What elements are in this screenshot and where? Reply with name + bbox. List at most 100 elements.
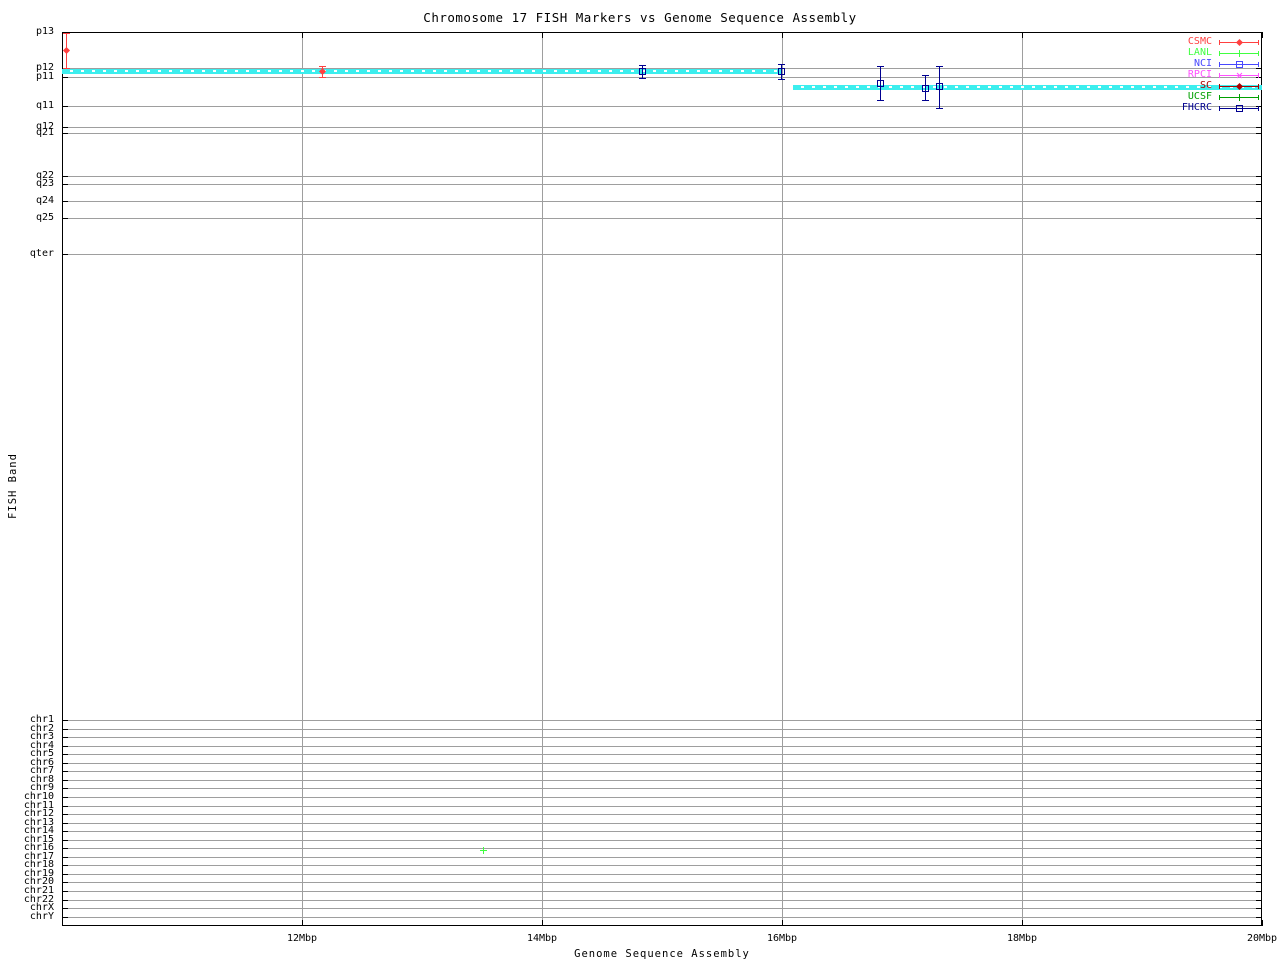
y-tick-left xyxy=(62,133,68,134)
diamond-marker xyxy=(1235,82,1244,91)
legend-sample-cap xyxy=(1258,95,1259,100)
fhcrc-error-cap xyxy=(922,75,929,76)
y-tick-right xyxy=(1256,780,1262,781)
assembly-band xyxy=(793,85,1262,90)
gridline-horizontal xyxy=(62,729,1262,730)
y-band-label: q25 xyxy=(35,212,54,223)
fhcrc-error-cap xyxy=(936,108,943,109)
y-tick-right xyxy=(1256,77,1262,78)
y-tick-right xyxy=(1256,176,1262,177)
y-band-label: p12 xyxy=(35,62,54,73)
gridline-horizontal xyxy=(62,788,1262,789)
gridline-horizontal xyxy=(62,106,1262,107)
x-tick-top xyxy=(782,32,783,38)
square-marker xyxy=(1236,61,1243,68)
gridline-horizontal xyxy=(62,176,1262,177)
x-tick-top xyxy=(542,32,543,38)
y-tick-left xyxy=(62,720,68,721)
legend-sample-cap xyxy=(1219,95,1220,100)
legend-sample-cap xyxy=(1258,84,1259,89)
y-band-label: chr11 xyxy=(23,800,54,811)
marker-stroke xyxy=(877,80,884,87)
gridline-horizontal xyxy=(62,874,1262,875)
y-tick-right xyxy=(1256,184,1262,185)
y-tick-left xyxy=(62,77,68,78)
gridline-horizontal xyxy=(62,857,1262,858)
y-tick-left xyxy=(62,254,68,255)
marker-stroke xyxy=(1235,82,1244,91)
y-tick-right xyxy=(1256,806,1262,807)
csmc-error-cap xyxy=(319,66,326,67)
marker-stroke xyxy=(1239,50,1240,57)
y-tick-left xyxy=(62,780,68,781)
gridline-horizontal xyxy=(62,771,1262,772)
x-tick-label: 16Mbp xyxy=(766,933,798,944)
y-band-label: chr14 xyxy=(23,825,54,836)
gridline-horizontal xyxy=(62,127,1262,128)
square-marker xyxy=(936,83,943,90)
y-tick-right xyxy=(1256,106,1262,107)
y-tick-left xyxy=(62,900,68,901)
y-tick-left xyxy=(62,737,68,738)
y-tick-right xyxy=(1256,218,1262,219)
fhcrc-error-bar xyxy=(880,66,881,100)
marker-stroke xyxy=(318,67,327,76)
legend-sample-cap xyxy=(1258,40,1259,45)
legend-sample-cap xyxy=(1258,51,1259,56)
x-tick-label: 12Mbp xyxy=(286,933,318,944)
y-tick-right xyxy=(1256,737,1262,738)
square-marker xyxy=(922,85,929,92)
y-tick-left xyxy=(62,771,68,772)
x-tick-label: 20Mbp xyxy=(1246,933,1278,944)
y-tick-left xyxy=(62,874,68,875)
y-tick-left xyxy=(62,176,68,177)
diamond-marker xyxy=(1235,38,1244,47)
fhcrc-error-bar xyxy=(642,65,643,78)
x-tick-bottom xyxy=(542,920,543,926)
gridline-horizontal xyxy=(62,908,1262,909)
gridline-vertical xyxy=(302,32,303,926)
y-tick-right xyxy=(1256,831,1262,832)
fhcrc-error-cap xyxy=(936,66,943,67)
y-band-label: chr21 xyxy=(23,885,54,896)
y-tick-left xyxy=(62,917,68,918)
y-tick-right xyxy=(1256,891,1262,892)
y-tick-right xyxy=(1256,720,1262,721)
gridline-horizontal xyxy=(62,133,1262,134)
y-tick-right xyxy=(1256,763,1262,764)
gridline-horizontal xyxy=(62,746,1262,747)
fhcrc-error-bar xyxy=(781,64,782,79)
gridline-horizontal xyxy=(62,201,1262,202)
y-band-label: chrY xyxy=(29,911,54,922)
gridline-horizontal xyxy=(62,823,1262,824)
y-band-label: chr5 xyxy=(29,748,54,759)
legend-sample-cap xyxy=(1219,51,1220,56)
x-axis-title: Genome Sequence Assembly xyxy=(574,948,750,960)
legend-label: SC xyxy=(1199,80,1212,91)
gridline-horizontal xyxy=(62,848,1262,849)
y-tick-right xyxy=(1256,754,1262,755)
legend-sample-cap xyxy=(1258,106,1259,111)
gridline-horizontal xyxy=(62,891,1262,892)
y-band-label: p11 xyxy=(35,71,54,82)
y-tick-right xyxy=(1256,814,1262,815)
fhcrc-error-cap xyxy=(922,100,929,101)
gridline-horizontal xyxy=(62,806,1262,807)
csmc-error-cap xyxy=(63,68,70,69)
legend-label: RPCI xyxy=(1187,69,1212,80)
diamond-marker xyxy=(318,67,327,76)
y-tick-right xyxy=(1256,746,1262,747)
fhcrc-error-cap xyxy=(877,66,884,67)
legend-sample-cap xyxy=(1258,62,1259,67)
y-band-label: chr20 xyxy=(23,876,54,887)
gridline-horizontal xyxy=(62,882,1262,883)
y-tick-left xyxy=(62,788,68,789)
marker-stroke xyxy=(1239,94,1240,101)
x-tick-bottom xyxy=(302,920,303,926)
y-tick-left xyxy=(62,908,68,909)
y-tick-right xyxy=(1256,908,1262,909)
y-band-label: chr1 xyxy=(29,714,54,725)
square-marker xyxy=(1236,105,1243,112)
y-tick-right xyxy=(1256,797,1262,798)
